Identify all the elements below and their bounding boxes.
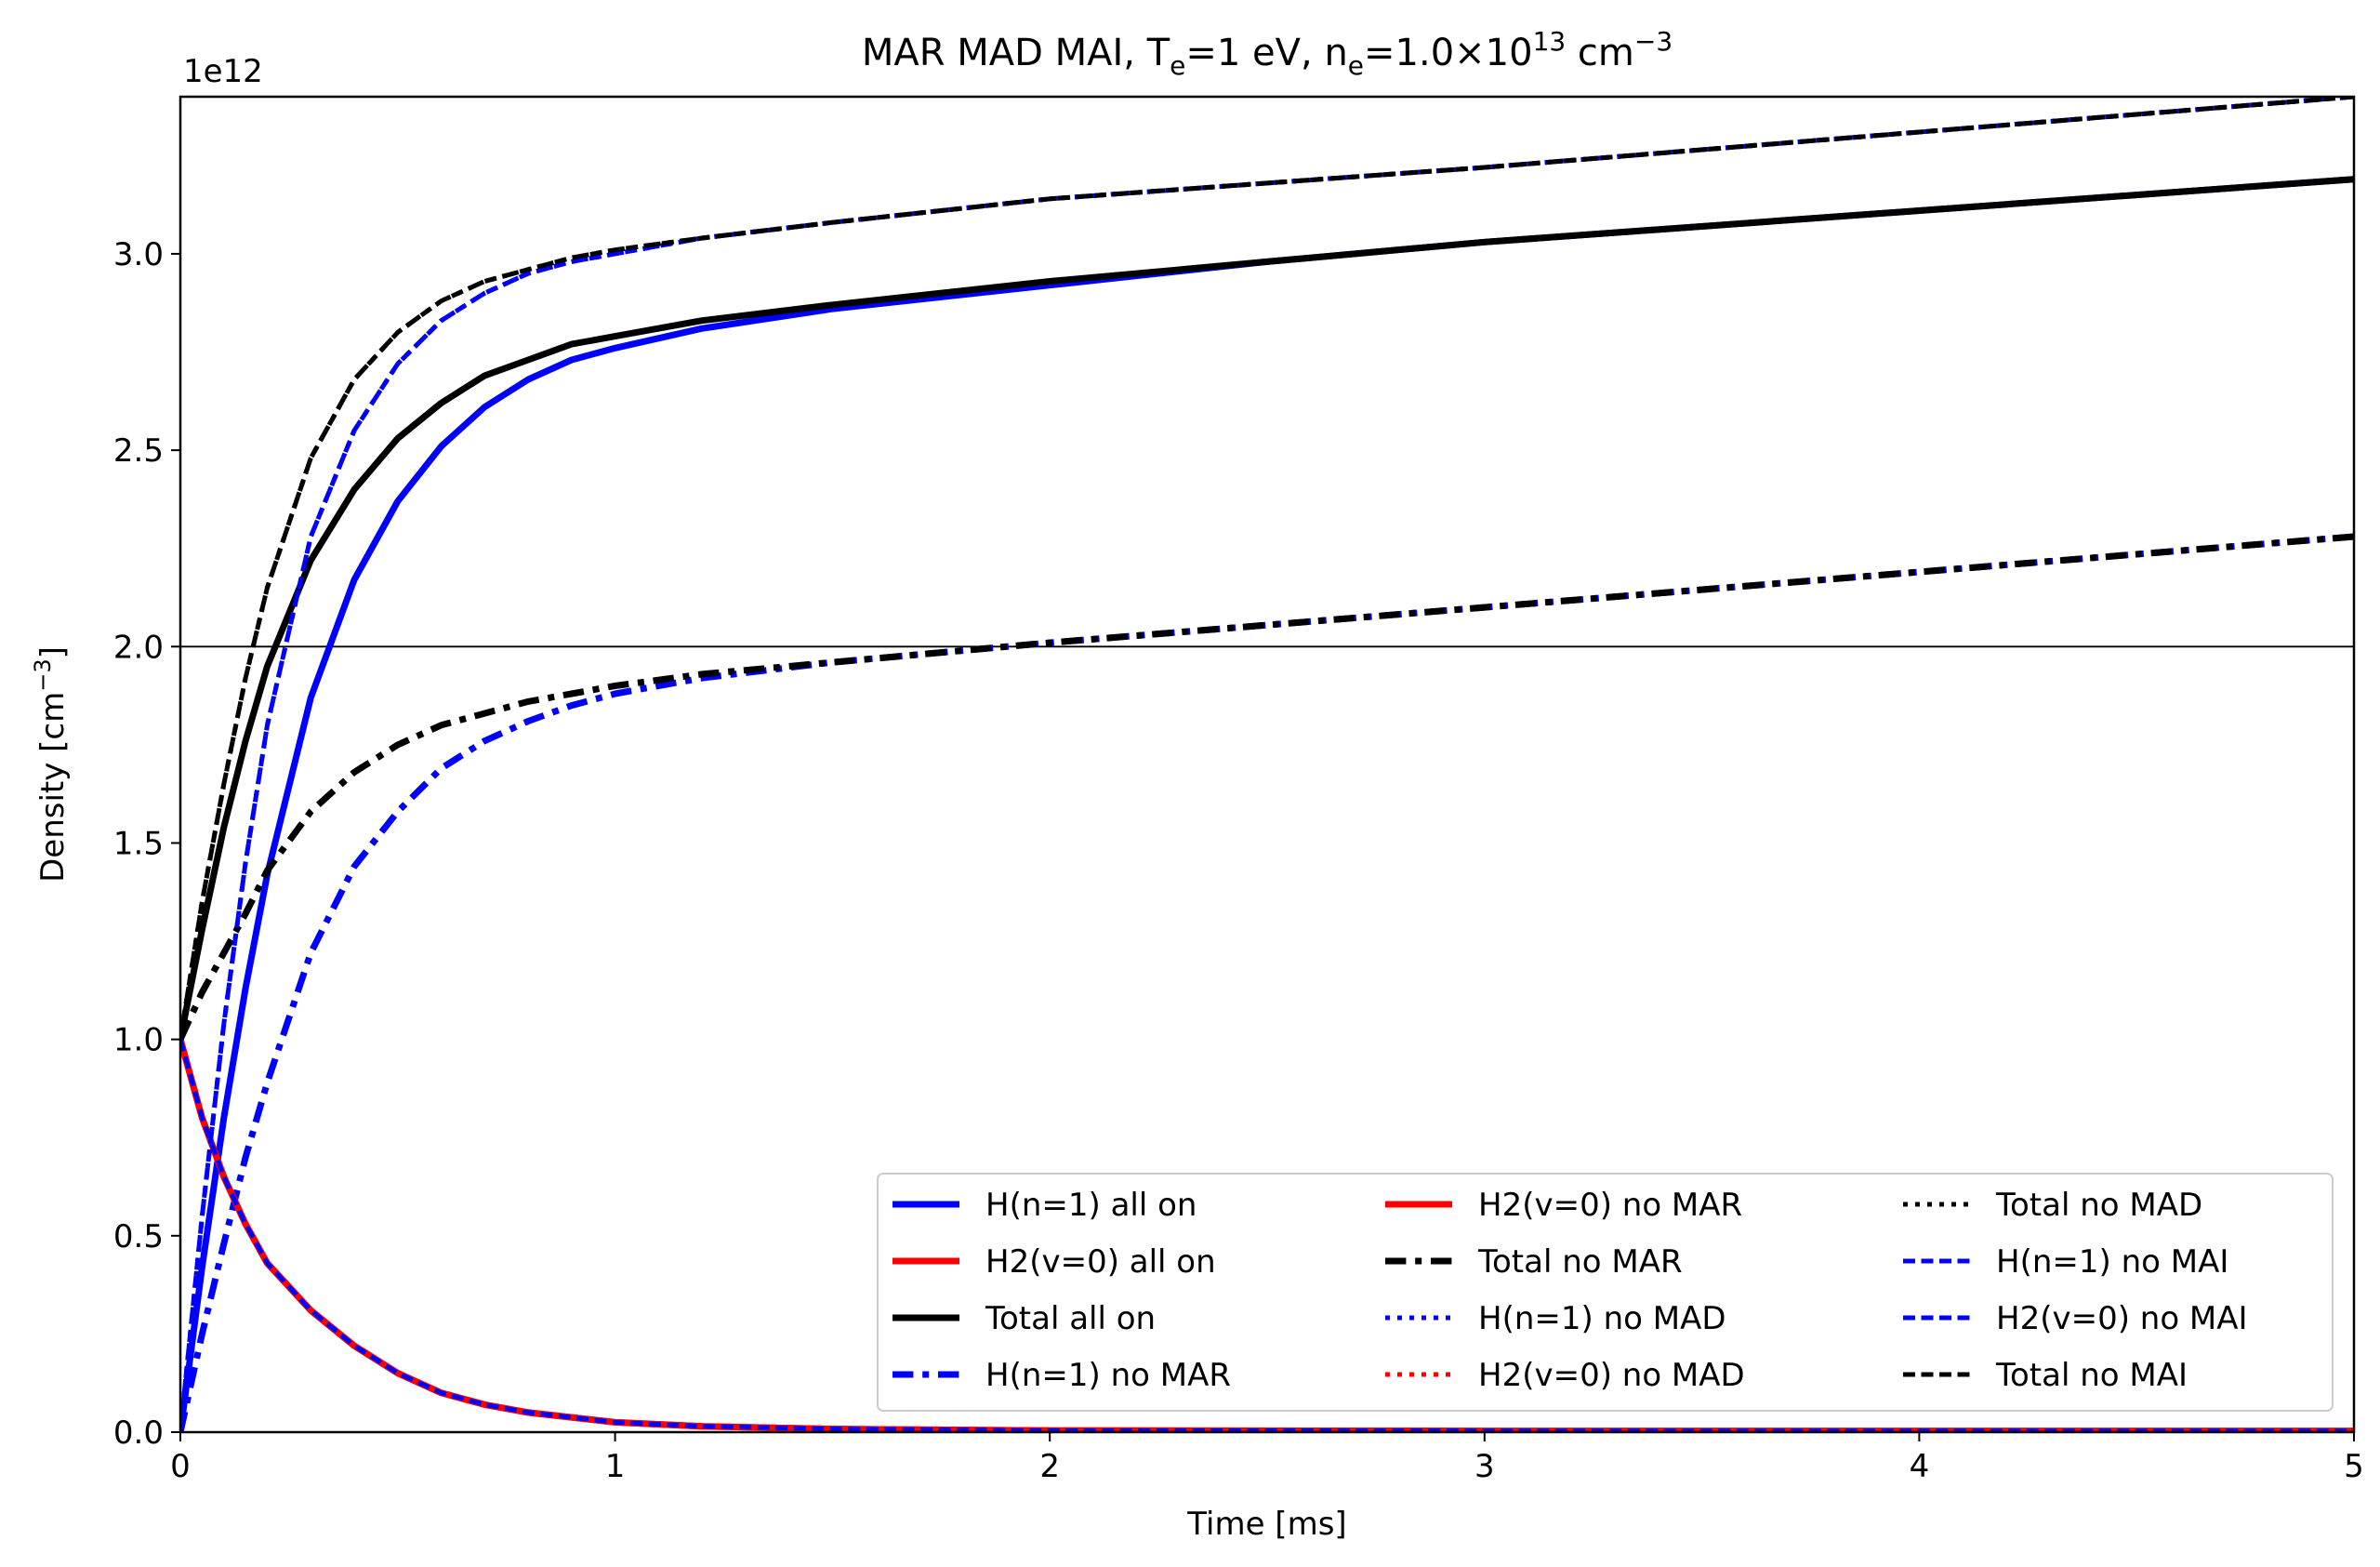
series-line-total-all-on [180, 176, 2354, 1041]
y-axis-ticks: 0.0 0.5 1.0 1.5 2.0 2.5 3.0 [113, 236, 180, 1452]
y-tick-label: 2.0 [113, 629, 164, 666]
legend-label-total-all-on: Total all on [985, 1300, 1156, 1337]
series-line-total-no-mai [180, 97, 2354, 1040]
legend-label-h-n-1-no-mad: H(n=1) no MAD [1478, 1300, 1726, 1337]
chart-title: MAR MAD MAI, Te=1 eV, ne=1.0×1013 cm−3 [862, 26, 1673, 81]
x-axis-label: Time [ms] [1186, 1506, 1346, 1543]
legend-label-h2-v-0-no-mar: H2(v=0) no MAR [1478, 1187, 1742, 1224]
y-tick-label: 0.0 [113, 1414, 164, 1452]
legend-label-h2-v-0-no-mad: H2(v=0) no MAD [1478, 1357, 1745, 1394]
legend-label-total-no-mar: Total no MAR [1477, 1243, 1683, 1281]
y-tick-label: 0.5 [113, 1218, 164, 1255]
legend-label-total-no-mai: Total no MAI [1995, 1357, 2188, 1394]
legend-entries: H(n=1) all on H2(v=0) all on Total all on H… [892, 1187, 2248, 1394]
x-tick-label: 2 [1039, 1448, 1060, 1485]
legend-label-h-n-1-no-mai: H(n=1) no MAI [1996, 1243, 2228, 1281]
plot-frame [178, 95, 2356, 1434]
legend: H(n=1) all on H2(v=0) all on Total all on H… [877, 1173, 2334, 1412]
series-layer [180, 97, 2354, 1432]
series-line-total-no-mar [180, 533, 2354, 1042]
y-tick-label: 3.0 [113, 236, 164, 273]
y-tick-label: 1.5 [113, 825, 164, 862]
series-line-h2-v-0-no-mai [180, 1038, 2354, 1432]
x-tick-label: 4 [1910, 1448, 1930, 1485]
series-line-h-n-1-no-mad [180, 97, 2354, 1432]
y-axis-label: Density [cm−3] [30, 646, 72, 883]
legend-box [877, 1173, 2334, 1412]
y-tick-label: 2.5 [113, 432, 164, 470]
x-tick-label: 5 [2344, 1448, 2364, 1485]
x-axis-ticks: 0 1 2 3 4 5 [170, 1432, 2364, 1485]
legend-label-h2-v-0-no-mai: H2(v=0) no MAI [1996, 1300, 2248, 1337]
legend-label-h2-v-0-all-on: H2(v=0) all on [985, 1243, 1216, 1281]
x-tick-label: 1 [605, 1448, 626, 1485]
legend-label-h-n-1-no-mar: H(n=1) no MAR [985, 1357, 1231, 1394]
legend-label-h-n-1-all-on: H(n=1) all on [985, 1187, 1197, 1224]
y-offset-text: 1e12 [183, 53, 263, 90]
x-tick-label: 3 [1474, 1448, 1495, 1485]
y-tick-label: 1.0 [113, 1022, 164, 1059]
legend-label-total-no-mad: Total no MAD [1995, 1187, 2202, 1224]
x-tick-label: 0 [170, 1448, 191, 1485]
